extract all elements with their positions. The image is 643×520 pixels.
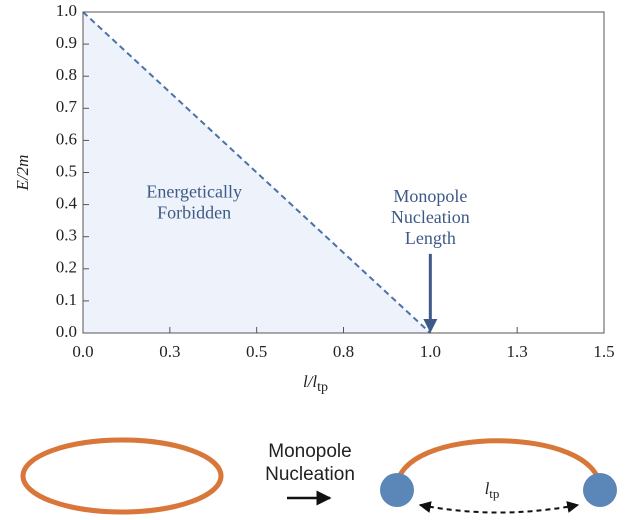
y-tick-label: 0.6 <box>56 129 77 148</box>
y-tick-label: 0.9 <box>56 33 77 52</box>
y-tick-label: 0.1 <box>56 290 77 309</box>
diagram-label: Nucleation <box>265 464 355 485</box>
length-arrow <box>418 501 580 514</box>
annotation: Nucleation <box>391 207 470 227</box>
y-tick-label: 0.2 <box>56 258 77 277</box>
closed-string <box>20 437 224 515</box>
line <box>82 11 432 334</box>
monopole <box>380 473 414 507</box>
y-tick-label: 0.3 <box>56 226 77 245</box>
x-tick-label: 0.3 <box>159 342 180 361</box>
y-tick-label: 0.5 <box>56 161 77 180</box>
annotation: Energetically <box>146 181 242 201</box>
annotation-arrowhead <box>423 319 438 333</box>
length-label: ltp <box>485 479 500 501</box>
annotation: Length <box>405 228 456 248</box>
x-tick-label: 1.0 <box>420 342 441 361</box>
y-tick-label: 0.4 <box>56 194 78 213</box>
annotation: Monopole <box>393 186 467 206</box>
length-label-sub: tp <box>489 486 499 501</box>
x-tick-label: 1.5 <box>593 342 614 361</box>
x-axis-label: l/ltp <box>303 372 328 395</box>
annotation: Forbidden <box>157 202 231 222</box>
x-tick-label: 0.8 <box>333 342 354 361</box>
diagram-label: Monopole <box>268 441 351 462</box>
x-tick-label: 1.3 <box>507 342 528 361</box>
x-tick-label: 0.0 <box>72 342 93 361</box>
y-tick-label: 1.0 <box>56 1 77 20</box>
x-tick-label: 0.5 <box>246 342 267 361</box>
y-tick-label: 0.8 <box>56 65 77 84</box>
open-string <box>394 438 603 489</box>
x-axis-label-sub: tp <box>317 380 328 395</box>
y-axis-label: E/2m <box>13 155 32 192</box>
length-label-main: l <box>485 479 490 498</box>
monopole <box>583 473 617 507</box>
y-tick-label: 0.0 <box>56 322 77 341</box>
x-axis-label-main: l/l <box>303 372 317 391</box>
y-tick-label: 0.7 <box>56 97 78 116</box>
